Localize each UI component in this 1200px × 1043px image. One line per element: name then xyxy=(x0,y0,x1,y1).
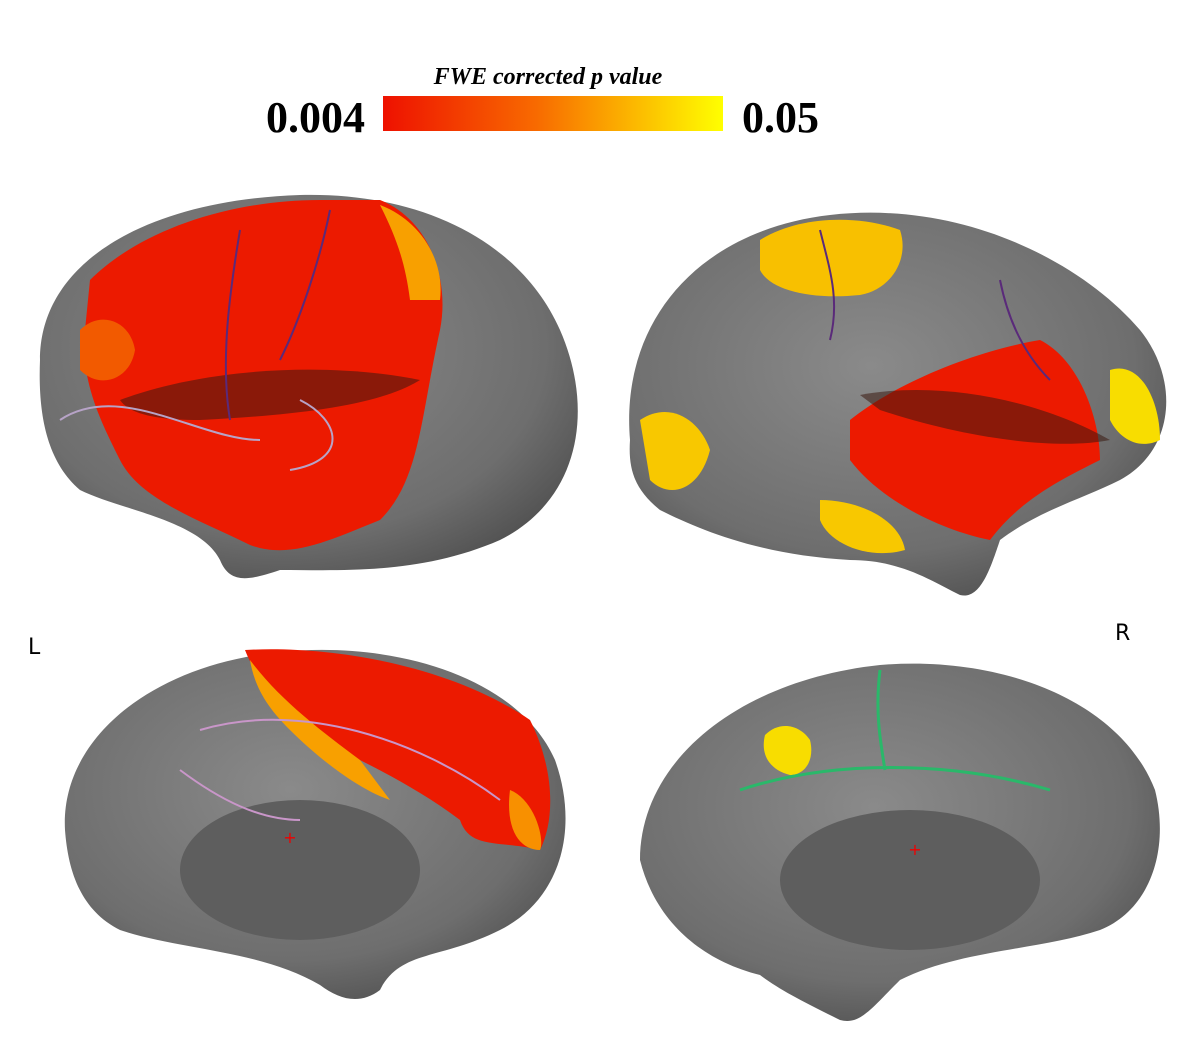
hemisphere-label: L xyxy=(28,635,41,660)
brain-right-medial: + xyxy=(640,663,1160,1021)
brain-left-lateral xyxy=(39,194,578,579)
colorbar xyxy=(383,96,723,131)
brain-left-medial: + xyxy=(64,649,566,1000)
colorbar-max: 0.05 xyxy=(742,93,819,142)
marker: + xyxy=(908,840,921,859)
hemisphere-label: R xyxy=(1115,621,1130,646)
colorbar-title: FWE corrected p value xyxy=(433,64,663,90)
colorbar-min: 0.004 xyxy=(266,93,365,142)
brain-right-lateral xyxy=(629,212,1167,596)
marker: + xyxy=(283,828,296,847)
